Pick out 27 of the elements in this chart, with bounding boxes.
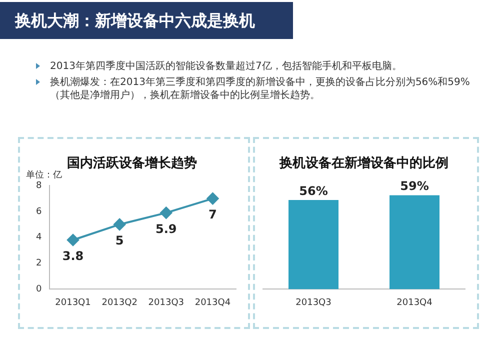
data-label: 56% [299,184,328,198]
x-tick-label: 2013Q3 [296,298,332,308]
y-tick-label: 4 [36,232,42,243]
text: 换机大潮：新增设备中六成是换机 [0,2,293,39]
data-label: 5.9 [156,222,177,236]
y-tick-label: 6 [36,206,42,217]
text: 2013年第四季度中国活跃的智能设备数量超过7亿，包括智能手机和平板电脑。 [50,61,402,72]
y-tick-label: 2 [36,258,42,269]
x-tick-label: 2013Q2 [102,298,138,308]
data-label: 5 [115,233,124,248]
data-label: 3.8 [62,248,84,263]
y-tick-label: 0 [36,284,42,295]
point [206,192,219,205]
y-axis-title: 单位：亿 [26,169,62,180]
data-label: 7 [208,208,217,222]
point [114,218,126,230]
chart-title: 国内活跃设备增长趋势 [67,155,197,172]
data-label: 59% [400,179,429,194]
x-tick-label: 2013Q3 [148,298,184,308]
text: 换机潮爆发：在2013年第三季度和第四季度的新增设备中，更换的设备占比分别为56%和59%（其他是净增用户），换机在新增设备中的比例呈增长趋势。 [50,77,470,101]
y-tick-label: 8 [36,180,42,191]
point [67,234,80,246]
chart-title: 换机设备在新增设备中的比例 [278,155,448,172]
x-tick-label: 2013Q1 [55,298,91,308]
x-tick-label: 2013Q4 [194,298,231,308]
x-tick-label: 2013Q4 [396,298,433,308]
point [160,206,172,219]
